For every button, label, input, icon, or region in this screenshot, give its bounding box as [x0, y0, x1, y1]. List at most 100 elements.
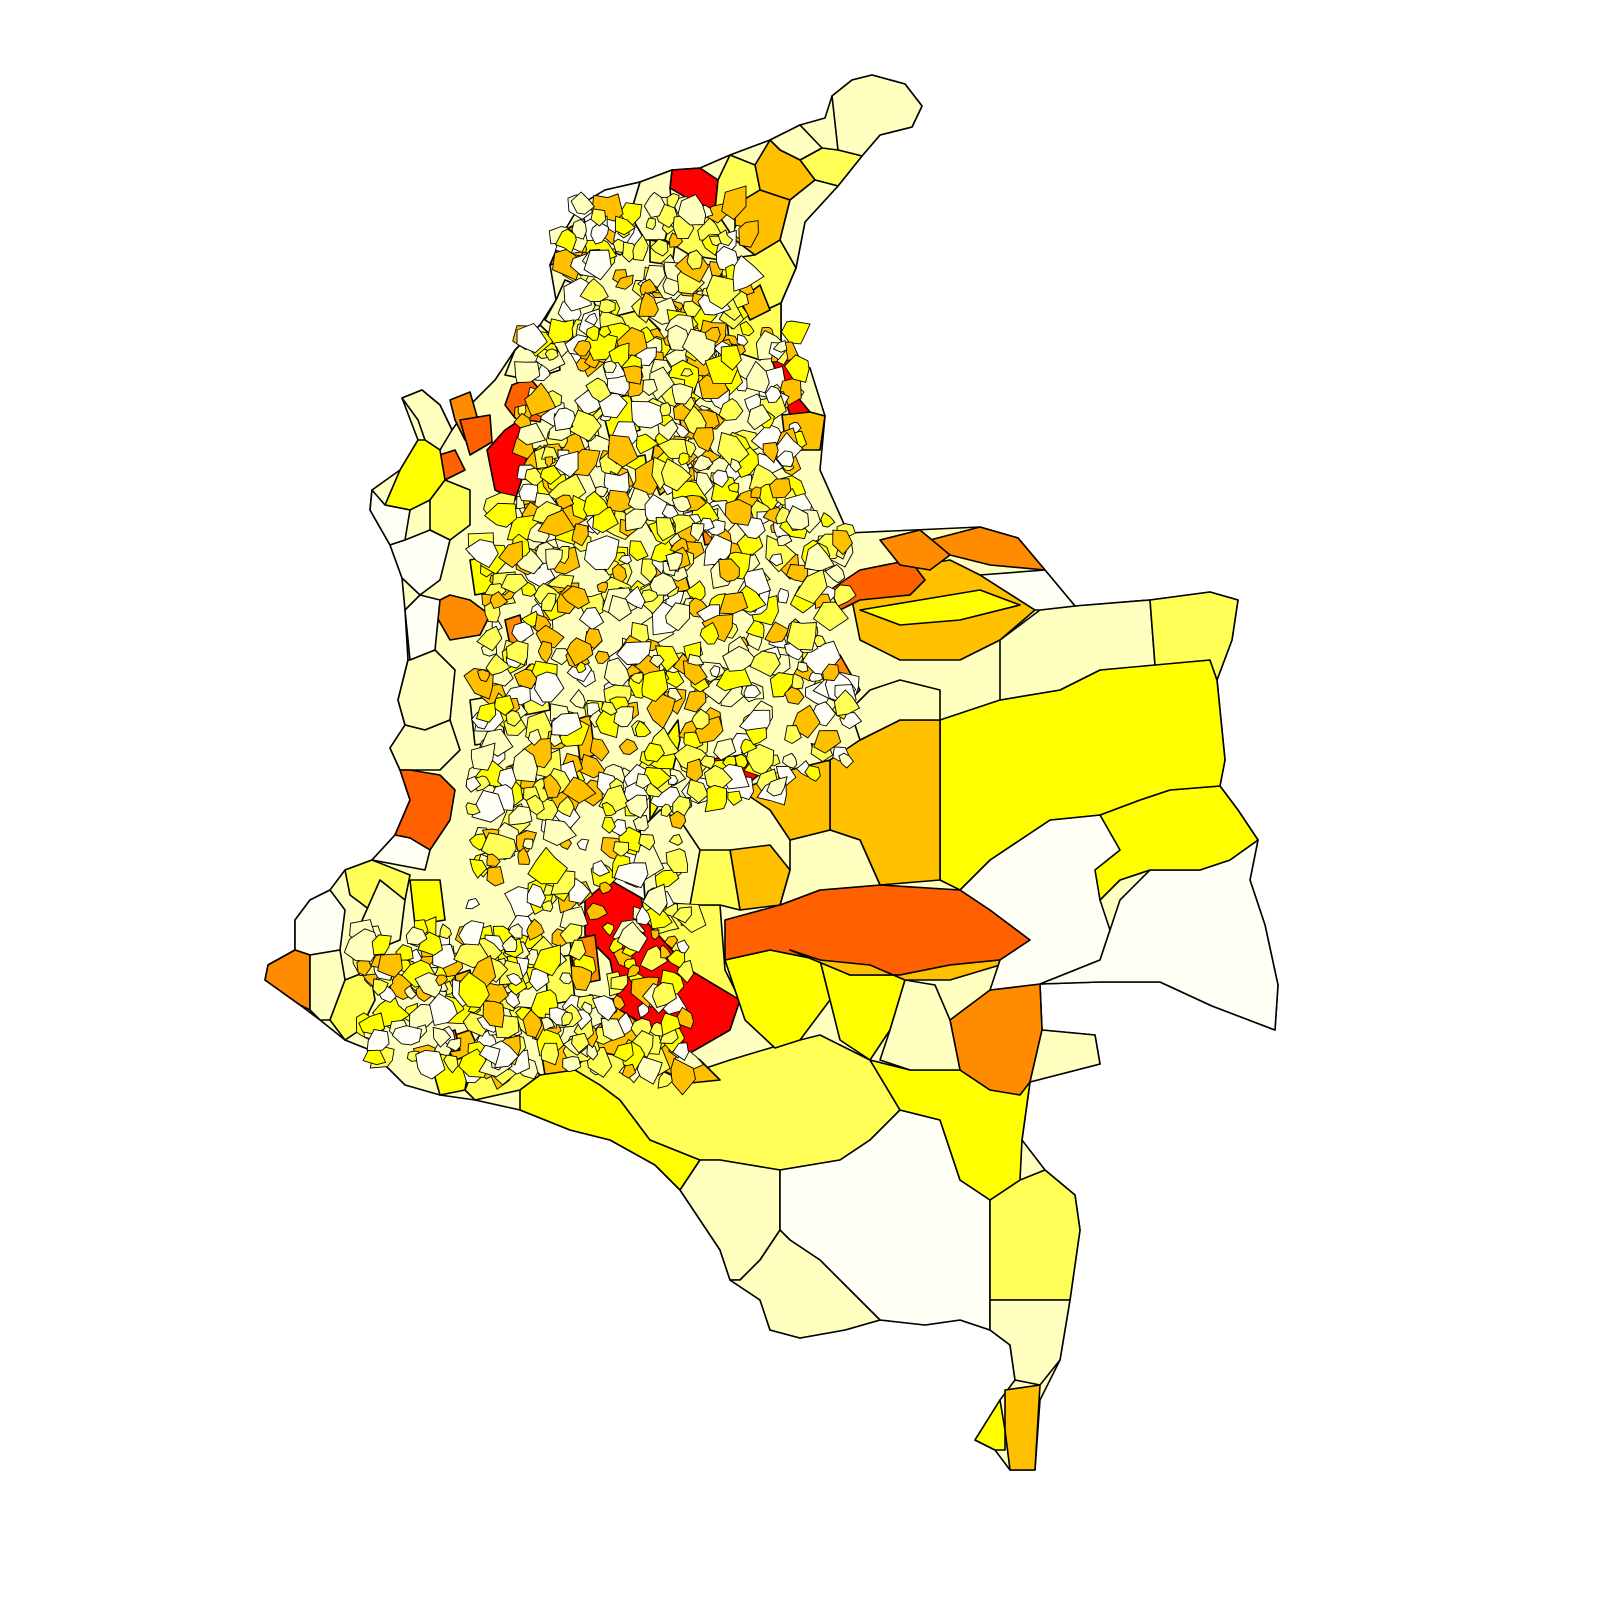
- small-municipality: [689, 522, 705, 542]
- small-municipality: [739, 320, 755, 337]
- small-municipality: [615, 274, 634, 290]
- small-municipality: [576, 838, 590, 851]
- region-leticia: [1004, 1384, 1041, 1471]
- small-municipality: [592, 859, 611, 877]
- small-municipality: [445, 1037, 462, 1052]
- small-municipality: [561, 585, 590, 610]
- small-municipality: [822, 663, 840, 682]
- small-municipality: [552, 248, 580, 281]
- small-municipality: [680, 368, 694, 377]
- small-municipality: [642, 766, 672, 790]
- small-municipality: [553, 450, 579, 478]
- small-municipality: [695, 471, 714, 497]
- small-municipality: [649, 654, 665, 669]
- small-municipality: [746, 360, 770, 394]
- small-municipality: [838, 752, 854, 769]
- small-municipality: [812, 601, 849, 632]
- small-municipality: [727, 482, 740, 493]
- small-municipality: [527, 728, 542, 747]
- small-municipality: [343, 928, 381, 962]
- small-municipality: [486, 866, 505, 887]
- small-municipality: [590, 221, 610, 245]
- small-municipality: [766, 776, 788, 797]
- small-municipality: [543, 773, 562, 798]
- region-choco-a: [389, 529, 451, 596]
- small-municipality: [729, 458, 742, 473]
- small-municipality: [671, 906, 692, 924]
- small-municipality: [613, 706, 635, 728]
- small-municipality: [372, 978, 389, 996]
- small-municipality: [786, 621, 817, 651]
- small-municipality: [665, 551, 683, 571]
- small-municipality: [575, 661, 587, 674]
- small-municipality: [601, 816, 617, 834]
- small-municipality: [643, 742, 665, 763]
- small-municipality: [547, 318, 575, 344]
- small-municipality: [443, 1054, 459, 1074]
- small-municipality: [534, 671, 565, 703]
- small-municipality: [595, 486, 609, 498]
- small-municipality: [573, 340, 592, 357]
- small-municipality: [561, 776, 597, 804]
- small-municipality: [784, 686, 805, 705]
- small-municipality: [768, 478, 792, 499]
- small-municipality: [571, 218, 587, 240]
- small-municipality: [791, 704, 821, 739]
- small-municipality: [692, 427, 715, 453]
- small-municipality: [371, 934, 392, 956]
- small-municipality: [527, 846, 568, 885]
- region-vaupes-a: [1029, 1029, 1101, 1083]
- small-municipality: [540, 1042, 560, 1066]
- small-municipality: [508, 923, 523, 939]
- small-municipality: [768, 553, 784, 567]
- small-municipality: [660, 803, 673, 818]
- small-municipality: [429, 992, 458, 1026]
- small-municipality: [601, 922, 615, 937]
- small-municipality: [618, 738, 639, 755]
- small-municipality: [678, 452, 690, 466]
- small-municipality: [718, 558, 740, 583]
- small-municipality: [738, 220, 759, 248]
- small-municipality: [596, 581, 608, 594]
- small-municipality: [589, 737, 610, 762]
- small-municipality: [544, 348, 559, 361]
- small-municipality: [665, 602, 691, 632]
- small-municipality: [475, 702, 497, 723]
- small-municipality: [796, 661, 809, 673]
- small-municipality: [583, 249, 612, 281]
- small-municipality: [613, 1042, 634, 1062]
- small-municipality: [486, 853, 501, 867]
- small-municipality: [590, 208, 607, 227]
- small-municipality: [718, 397, 744, 421]
- small-municipality: [660, 458, 693, 492]
- small-municipality: [501, 935, 518, 952]
- small-municipality: [638, 833, 656, 851]
- small-municipality: [686, 779, 709, 804]
- region-cauca-a: [409, 879, 446, 926]
- small-municipality: [649, 238, 669, 257]
- small-municipality: [704, 784, 728, 813]
- small-municipality: [699, 755, 716, 770]
- small-municipality: [480, 832, 517, 861]
- small-municipality: [526, 918, 545, 941]
- small-municipality: [717, 229, 734, 247]
- small-municipality: [559, 972, 573, 985]
- small-municipality: [601, 801, 617, 816]
- small-municipality: [607, 434, 639, 468]
- small-municipality: [642, 378, 658, 397]
- small-municipality: [659, 402, 672, 417]
- small-municipality: [777, 587, 790, 604]
- small-municipality: [736, 333, 749, 347]
- small-municipality: [377, 953, 403, 978]
- small-municipality: [671, 383, 694, 405]
- small-municipality: [478, 1044, 501, 1066]
- small-municipality: [571, 523, 589, 547]
- small-municipality: [676, 939, 690, 954]
- small-municipality: [578, 607, 605, 631]
- small-municipality: [652, 981, 677, 1009]
- small-municipality: [687, 653, 705, 666]
- small-municipality: [784, 354, 810, 383]
- region-cauca-coast: [371, 834, 431, 871]
- region-vichada-ne: [1149, 591, 1239, 681]
